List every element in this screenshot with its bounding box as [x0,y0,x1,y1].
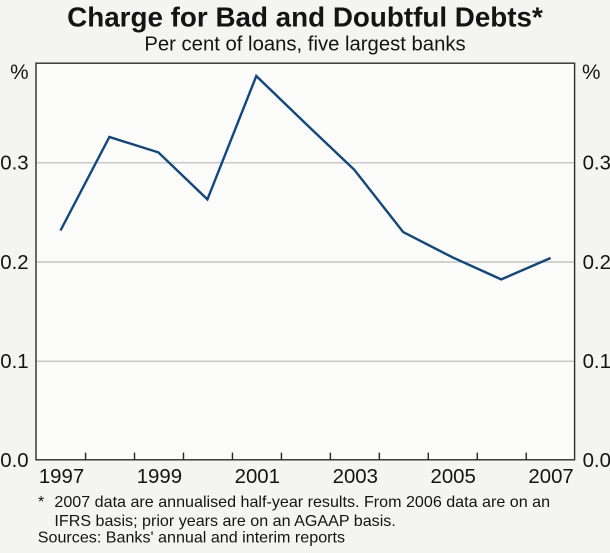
svg-text:%: % [10,61,29,84]
svg-text:Per cent of loans, five larges: Per cent of loans, five largest banks [144,34,465,56]
svg-text:Charge for Bad and Doubtful De: Charge for Bad and Doubtful Debts* [67,2,543,33]
svg-text:2001: 2001 [235,466,280,488]
svg-text:0.3: 0.3 [583,153,610,175]
svg-text:0.2: 0.2 [583,252,610,274]
svg-text:%: % [582,61,601,84]
svg-text:0.3: 0.3 [0,153,28,175]
svg-text:Sources: Banks' annual and int: Sources: Banks' annual and interim repor… [38,529,345,547]
svg-text:2003: 2003 [333,466,378,488]
svg-text:*2007 data are annualised half: * 2007 data are annualised half-year resu… [38,493,550,511]
svg-text:0.1: 0.1 [583,351,610,373]
svg-text:1999: 1999 [137,466,182,488]
svg-text:1997: 1997 [39,466,84,488]
svg-text:0.0: 0.0 [583,450,610,472]
svg-text:2005: 2005 [431,466,476,488]
svg-text:IFRS basis; prior years are on: IFRS basis; prior years are on an AGAAP … [54,512,395,530]
svg-text:0.2: 0.2 [0,252,28,274]
svg-text:0.1: 0.1 [0,351,28,373]
svg-text:2007: 2007 [528,466,573,488]
svg-text:0.0: 0.0 [0,450,28,472]
